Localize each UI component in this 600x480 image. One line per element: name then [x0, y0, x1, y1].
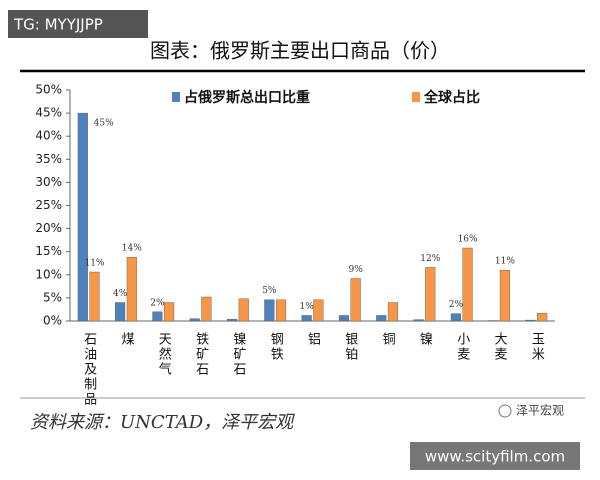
value-label: 12% — [420, 254, 440, 264]
wechat-icon — [498, 404, 512, 418]
legend-swatch — [172, 92, 180, 102]
bar — [126, 257, 137, 322]
legend-swatch — [412, 92, 420, 102]
bar — [425, 267, 436, 322]
bar — [301, 315, 312, 322]
bar — [462, 247, 473, 322]
badge-box — [8, 10, 148, 38]
y-tick-label: 5% — [43, 290, 62, 304]
bar — [152, 311, 163, 322]
legend-label: 全球占比 — [423, 89, 480, 106]
value-label: 1% — [300, 302, 315, 312]
legend-label: 占俄罗斯总出口比重 — [184, 89, 310, 106]
value-label: 45% — [94, 119, 114, 129]
bar — [350, 278, 361, 322]
x-tick-label: 铁矿石 — [193, 332, 209, 377]
x-tick-label: 镍 — [417, 332, 433, 347]
chart-title: 图表：俄罗斯主要出口商品（价） — [150, 39, 450, 63]
bar — [77, 112, 88, 322]
bar — [115, 302, 126, 322]
site: www.scityfilm.com — [425, 448, 565, 466]
x-tick-label: 铝 — [305, 332, 321, 347]
x-tick-label: 煤 — [118, 332, 134, 347]
x-tick-label: 石油及制品 — [81, 332, 97, 407]
value-label: 5% — [262, 286, 277, 296]
value-label: 11% — [495, 257, 515, 267]
y-tick-label: 35% — [35, 152, 62, 166]
bar — [387, 302, 399, 322]
bar — [201, 296, 212, 322]
x-tick-label: 钢铁 — [268, 332, 284, 362]
bar — [525, 319, 536, 322]
x-tick-label: 铜 — [380, 332, 396, 347]
value-label: 16% — [458, 235, 478, 245]
bar — [413, 319, 424, 322]
value-label: 14% — [122, 244, 142, 254]
y-tick-label: 25% — [35, 198, 62, 212]
y-tick-label: 40% — [35, 129, 62, 143]
site-box — [410, 442, 580, 470]
bar — [338, 315, 350, 322]
y-tick-label: 50% — [35, 83, 62, 97]
bar — [499, 269, 510, 322]
y-tick-label: 15% — [35, 244, 62, 258]
value-label: 9% — [349, 265, 364, 275]
bar — [238, 298, 249, 322]
value-label: 2% — [449, 300, 464, 310]
badge: TG: MYYJJPP — [13, 16, 103, 34]
source: 资料来源：UNCTAD，泽平宏观 — [30, 412, 295, 433]
watermark: 泽平宏观 — [516, 403, 564, 418]
bar — [264, 299, 275, 322]
y-tick-label: 10% — [35, 267, 62, 281]
value-label: 11% — [84, 259, 104, 269]
x-tick-label: 天然气 — [156, 332, 172, 377]
y-tick-label: 0% — [43, 314, 62, 328]
x-tick-label: 玉米 — [529, 332, 545, 362]
bar — [450, 313, 461, 322]
bar — [313, 299, 324, 322]
bar — [164, 302, 175, 322]
bar — [226, 318, 238, 322]
bar — [189, 318, 200, 322]
bar — [275, 299, 287, 322]
y-tick-label: 20% — [35, 221, 62, 235]
bar — [376, 315, 387, 322]
y-tick-label: 45% — [35, 106, 62, 120]
y-tick-label: 30% — [35, 175, 62, 189]
bar — [89, 271, 100, 322]
value-label: 4% — [113, 289, 128, 299]
value-label: 2% — [150, 298, 165, 308]
bar — [537, 312, 548, 322]
x-tick-label: 小麦 — [454, 332, 470, 362]
x-tick-label: 大麦 — [492, 332, 508, 362]
x-tick-label: 镍矿石 — [230, 332, 246, 377]
x-tick-label: 银铂 — [342, 332, 358, 362]
